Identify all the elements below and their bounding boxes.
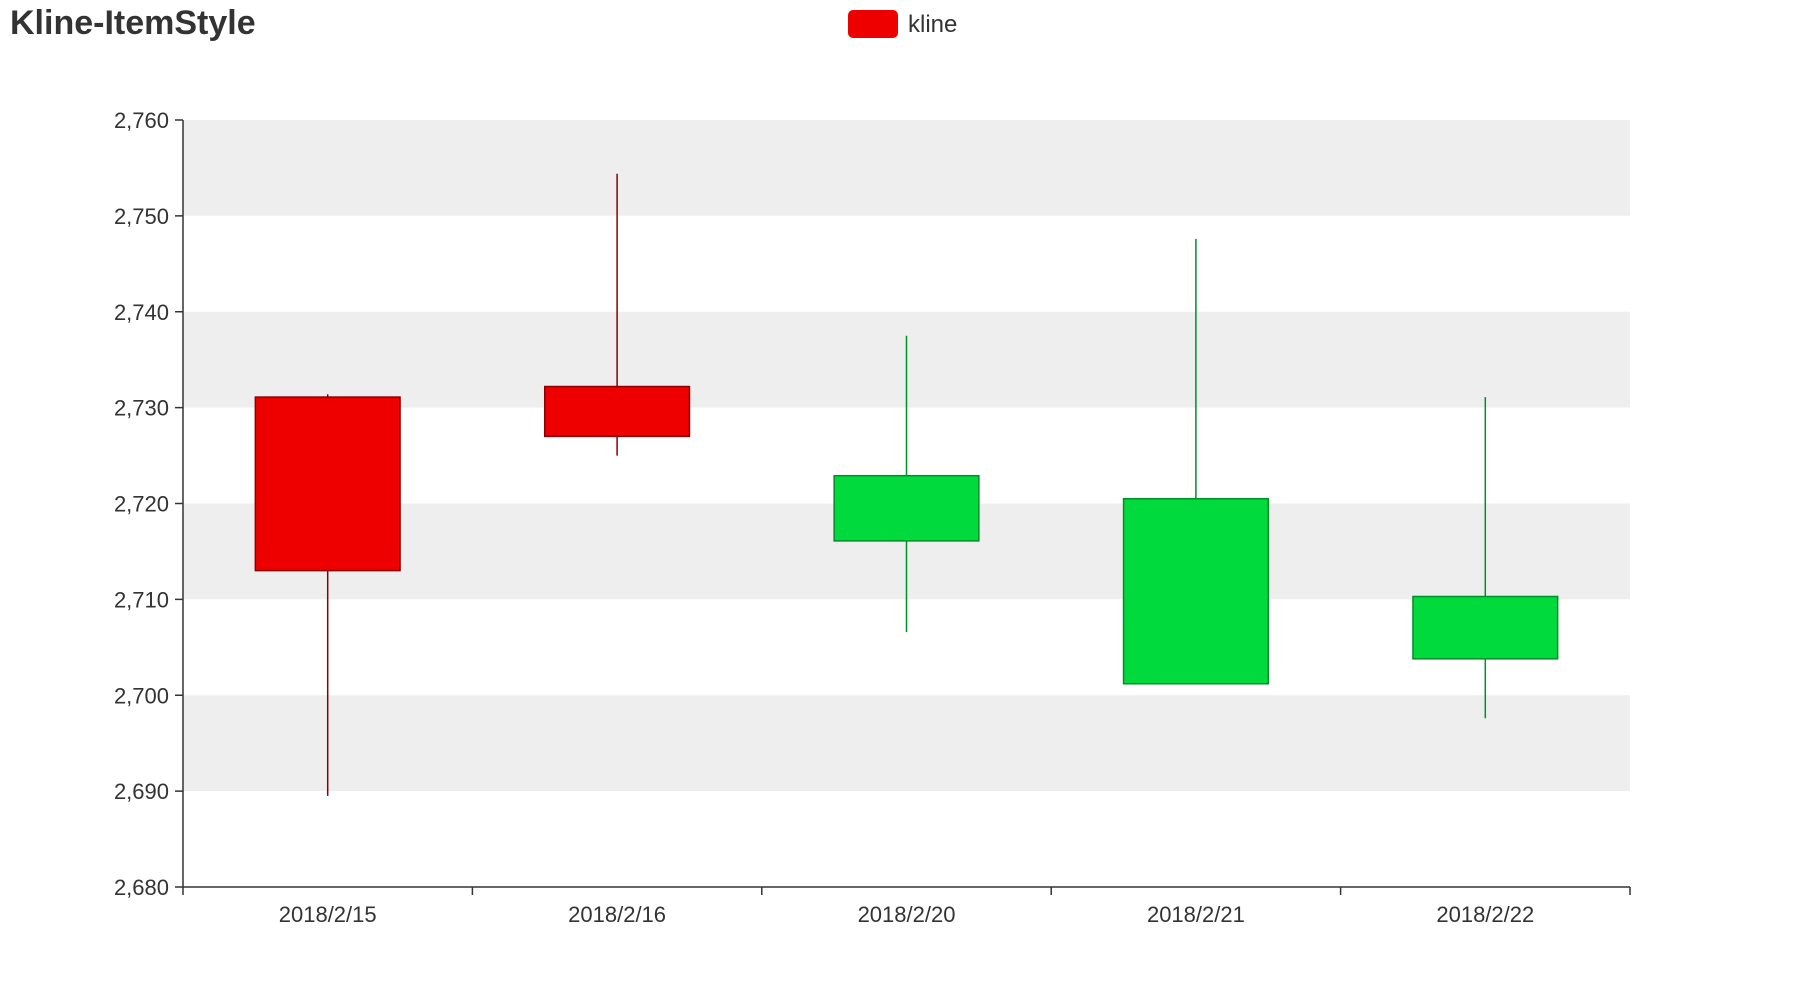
candle-body <box>1412 595 1559 660</box>
candle-2018-2-15[interactable] <box>254 394 401 796</box>
legend-swatch[interactable] <box>848 10 898 38</box>
x-tick-label: 2018/2/20 <box>858 902 956 927</box>
chart-title: Kline-ItemStyle <box>10 4 256 42</box>
candle-body <box>1122 497 1270 685</box>
candle-2018-2-20[interactable] <box>833 335 980 632</box>
x-tick-label: 2018/2/16 <box>568 902 666 927</box>
y-tick-label: 2,750 <box>114 204 169 229</box>
legend[interactable]: kline <box>848 10 957 38</box>
y-tick-label: 2,680 <box>114 875 169 900</box>
y-tick-label: 2,740 <box>114 300 169 325</box>
candles <box>254 173 1559 796</box>
y-tick-label: 2,760 <box>114 108 169 133</box>
split-area-band <box>183 120 1630 216</box>
x-axis: 2018/2/15 2018/2/16 2018/2/20 2018/2/21 2018… <box>182 886 1631 927</box>
legend-label[interactable]: kline <box>908 11 957 38</box>
split-area-band <box>183 791 1630 887</box>
candle-body <box>544 385 691 438</box>
split-area-band <box>183 215 1630 312</box>
x-tick-label: 2018/2/22 <box>1436 902 1534 927</box>
split-area-band <box>183 695 1630 792</box>
candle-2018-2-21[interactable] <box>1122 238 1270 685</box>
x-tick-label: 2018/2/21 <box>1147 902 1245 927</box>
y-tick-label: 2,700 <box>114 683 169 708</box>
candle-body <box>254 396 401 572</box>
y-tick-label: 2,720 <box>114 492 169 517</box>
x-tick-label: 2018/2/15 <box>279 902 377 927</box>
candle-2018-2-22[interactable] <box>1412 397 1559 719</box>
candle-2018-2-16[interactable] <box>544 173 691 456</box>
y-tick-label: 2,730 <box>114 396 169 421</box>
y-tick-label: 2,710 <box>114 587 169 612</box>
y-axis: 2,680 2,690 2,700 2,710 2,720 2,730 2,740 2,750… <box>114 108 184 900</box>
y-tick-label: 2,690 <box>114 779 169 804</box>
candle-body <box>833 474 980 542</box>
